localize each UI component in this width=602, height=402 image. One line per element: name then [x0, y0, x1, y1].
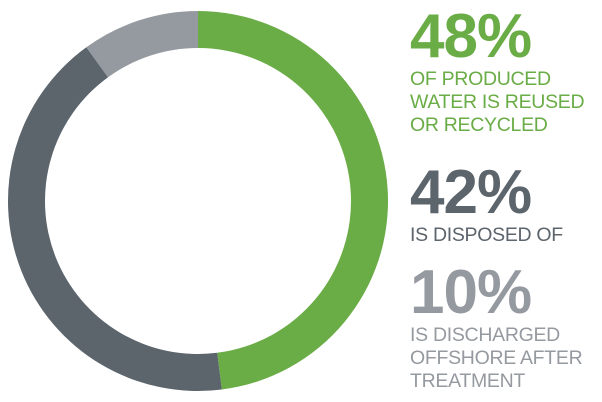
disposed-description-line-1: IS DISPOSED OF	[410, 224, 563, 246]
reused-description-line-1: OF PRODUCED	[410, 68, 551, 90]
reused-percentage: 48%	[410, 2, 532, 71]
reused-description-line-2: WATER IS REUSED	[410, 91, 585, 113]
donut-slice-disposed	[7, 47, 222, 391]
discharged-description-line-3: TREATMENT	[410, 370, 526, 392]
legend-entry-disposed: 42% IS DISPOSED OF	[410, 162, 600, 247]
disposed-percentage: 42%	[410, 158, 532, 227]
legend-entry-discharged: 10% IS DISCHARGED OFFSHORE AFTER TREATME…	[410, 262, 600, 393]
discharged-description-line-2: OFFSHORE AFTER	[410, 347, 583, 369]
reused-description-line-3: OR RECYCLED	[410, 114, 548, 136]
donut-slice-discharged	[86, 11, 198, 78]
discharged-percentage: 10%	[410, 258, 532, 327]
discharged-description-line-1: IS DISCHARGED	[410, 324, 560, 346]
legend-entry-reused: 48% OF PRODUCED WATER IS REUSED OR RECYC…	[410, 6, 600, 137]
donut-slice-reused	[198, 11, 389, 390]
